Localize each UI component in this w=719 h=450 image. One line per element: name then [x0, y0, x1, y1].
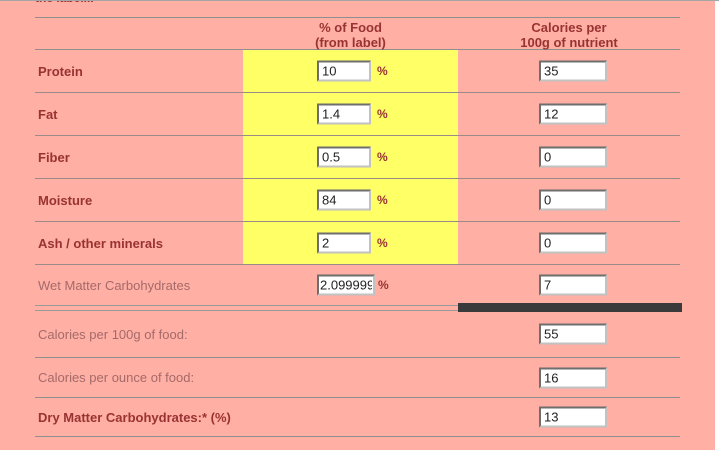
percent-input[interactable] — [317, 146, 371, 168]
percent-sign: % — [378, 278, 389, 292]
clipped-paragraph-text: the label... — [35, 0, 94, 5]
page-right-margin — [715, 1, 719, 450]
percent-sign: % — [377, 64, 388, 78]
divider-thin-lines — [35, 305, 458, 311]
nutrient-label: Moisture — [38, 192, 93, 208]
percent-input[interactable] — [317, 232, 371, 254]
nutrition-table: % of Food (from label) Calories per 100g… — [35, 17, 682, 438]
summary-value-input[interactable] — [539, 367, 607, 388]
percent-sign: % — [377, 236, 388, 250]
calories-input[interactable] — [539, 232, 607, 254]
summary-row-calories-per-ounce: Calories per ounce of food: — [35, 358, 680, 398]
summary-value-input[interactable] — [539, 406, 607, 428]
percent-header-line1: % of Food — [319, 20, 382, 35]
percent-sign: % — [377, 150, 388, 164]
percent-input[interactable] — [317, 103, 371, 125]
nutrient-row-moisture: Moisture % — [35, 179, 680, 222]
calories-header-line1: Calories per — [531, 20, 607, 35]
calories-input[interactable] — [539, 103, 607, 125]
table-header-row: % of Food (from label) Calories per 100g… — [35, 17, 680, 50]
calories-input[interactable] — [539, 146, 607, 168]
summary-value-input[interactable] — [539, 323, 607, 345]
percent-sign: % — [377, 107, 388, 121]
nutrient-label: Fat — [38, 106, 58, 122]
calories-input[interactable] — [539, 274, 607, 296]
summary-label: Calories per 100g of food: — [38, 326, 188, 342]
nutrient-label: Protein — [38, 63, 83, 79]
nutrient-label: Ash / other minerals — [38, 235, 163, 251]
calories-column-header: Calories per 100g of nutrient — [458, 20, 680, 50]
divider-dark-bar — [458, 303, 682, 312]
percent-input[interactable] — [317, 60, 371, 82]
summary-label: Calories per ounce of food: — [38, 370, 195, 385]
nutrient-row-fat: Fat % — [35, 93, 680, 136]
summary-row-dry-matter-carbohydrates: Dry Matter Carbohydrates:* (%) — [35, 398, 680, 437]
calories-header-line2: 100g of nutrient — [520, 35, 618, 50]
percent-header-line2: (from label) — [315, 35, 386, 50]
calories-input[interactable] — [539, 60, 607, 82]
nutrient-row-fiber: Fiber % — [35, 136, 680, 179]
top-border-line — [0, 0, 719, 1]
nutrient-label: Fiber — [38, 149, 70, 165]
nutrient-row-wet-matter-carbohydrates: Wet Matter Carbohydrates % — [35, 265, 680, 305]
summary-label: Dry Matter Carbohydrates:* (%) — [38, 409, 231, 425]
nutrient-label: Wet Matter Carbohydrates — [38, 277, 191, 293]
percent-input[interactable] — [317, 189, 371, 211]
percent-column-header: % of Food (from label) — [243, 20, 458, 50]
percent-input[interactable] — [317, 274, 375, 296]
percent-sign: % — [377, 193, 388, 207]
summary-row-calories-per-100g: Calories per 100g of food: — [35, 311, 680, 358]
calories-input[interactable] — [539, 189, 607, 211]
nutrient-row-protein: Protein % — [35, 50, 680, 93]
nutrient-row-ash-minerals: Ash / other minerals % — [35, 222, 680, 265]
